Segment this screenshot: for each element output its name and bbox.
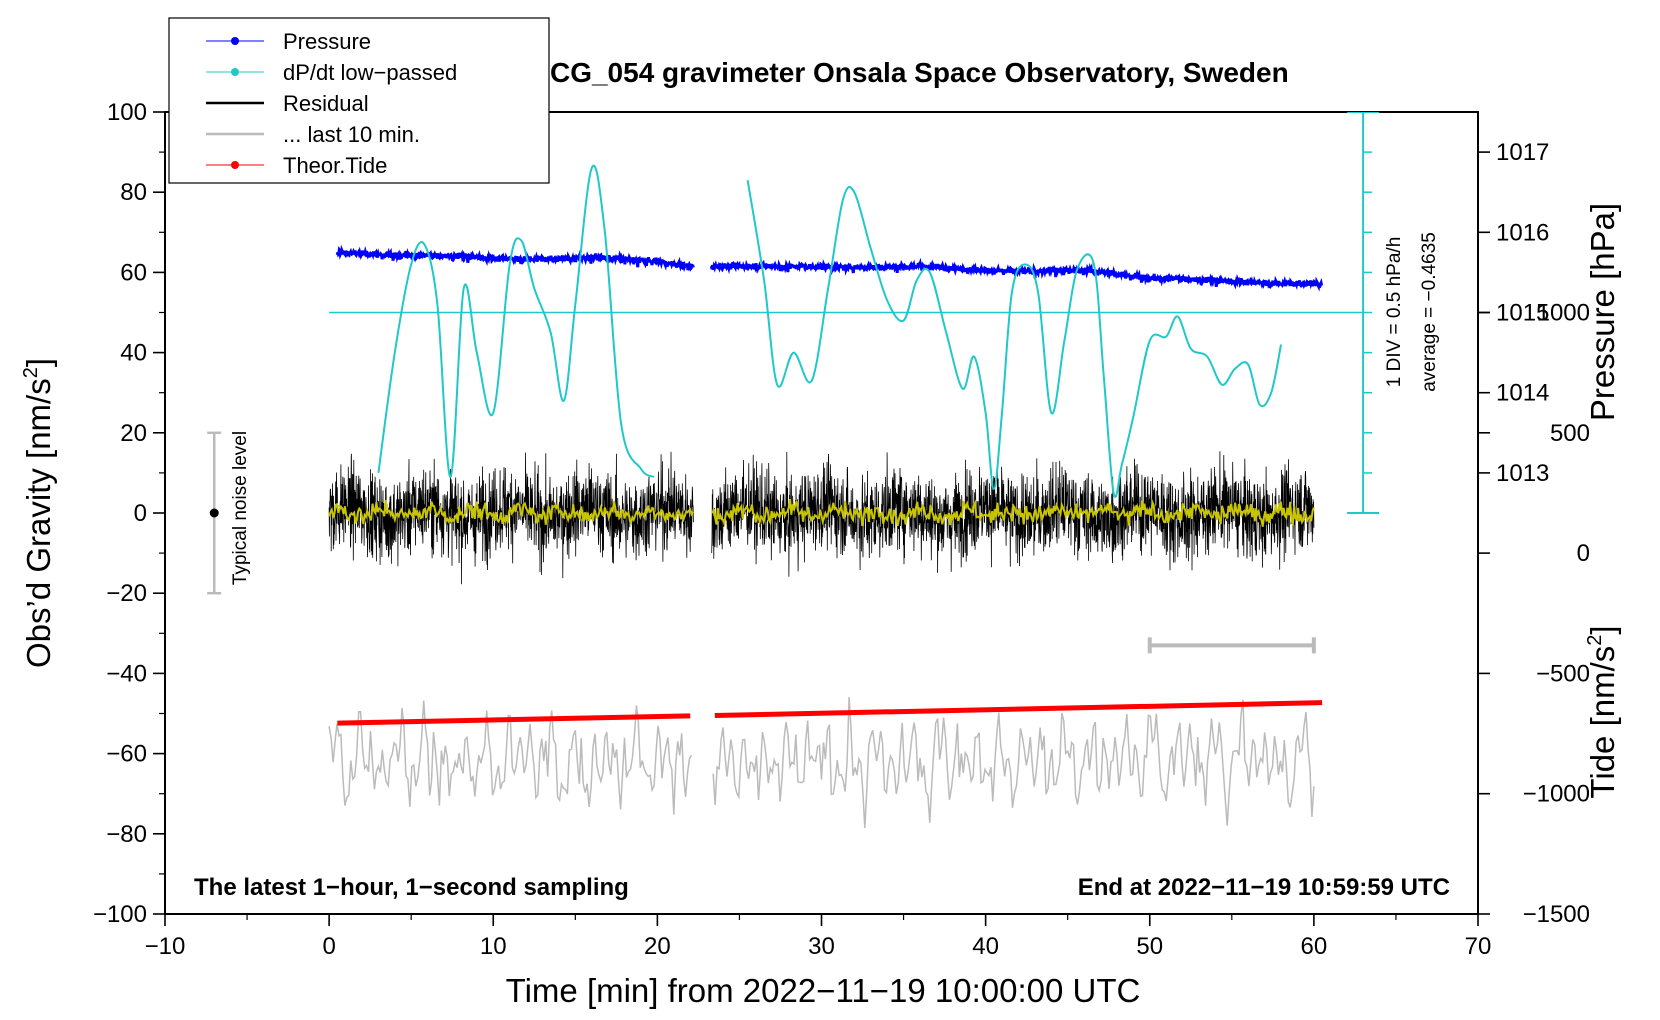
pressure-line <box>335 244 695 273</box>
footnote-right: End at 2022−11−19 10:59:59 UTC <box>1078 874 1450 901</box>
y-tick-label: 80 <box>120 179 147 206</box>
x-axis-title: Time [min] from 2022−11−19 10:00:00 UTC <box>506 972 1141 1009</box>
y-tick-label: 40 <box>120 340 147 367</box>
x-tick-label: 60 <box>1301 933 1328 960</box>
y-tick-label: 100 <box>107 99 147 126</box>
tide-tick-label: 1000 <box>1537 300 1590 327</box>
chart-title: SCG_054 gravimeter Onsala Space Observat… <box>531 57 1288 88</box>
pressure-tick-label: 1015 <box>1496 300 1549 327</box>
y-tick-label: −100 <box>93 901 147 928</box>
legend-label: dP/dt low−passed <box>283 60 457 85</box>
y-tick-label: 20 <box>120 420 147 447</box>
pressure-tick-label: 1017 <box>1496 139 1549 166</box>
pressure-tick-label: 1016 <box>1496 219 1549 246</box>
residual-smoothed-line <box>711 498 1315 528</box>
y-tick-label: 0 <box>134 500 147 527</box>
axis-tick-labels: −10 0 10 20 30 40 50 60 70100806040200−20−40−60−… <box>93 99 1590 960</box>
y-tick-label: 60 <box>120 259 147 286</box>
last10-line <box>712 696 1315 828</box>
x-tick-label: −10 <box>145 933 186 960</box>
legend-marker <box>231 161 239 169</box>
x-tick-label: 10 <box>480 933 507 960</box>
legend-label: ... last 10 min. <box>283 122 420 147</box>
residual-smoothed-line <box>328 500 694 525</box>
legend-item: dP/dt low−passed <box>206 60 457 85</box>
tide-line <box>337 713 691 726</box>
y-tick-label: −20 <box>106 580 147 607</box>
last10-range-bar <box>1147 637 1316 654</box>
tide-tick-label: 500 <box>1550 420 1590 447</box>
tide-tick-label: 0 <box>1577 540 1590 567</box>
tide-line <box>714 700 1323 719</box>
tide-tick-label: −500 <box>1536 660 1590 687</box>
legend-label: Theor.Tide <box>283 153 387 178</box>
noise-bar-center <box>209 508 219 518</box>
legend-marker <box>231 37 239 45</box>
legend-item: Residual <box>206 91 369 116</box>
legend-label: Residual <box>283 91 369 116</box>
tide-tick-label: −1500 <box>1523 901 1590 928</box>
x-tick-label: 40 <box>972 933 999 960</box>
legend-item: Theor.Tide <box>206 153 387 178</box>
last10-residual-series <box>328 696 1315 828</box>
legend-label: Pressure <box>283 29 371 54</box>
pressure-tick-label: 1014 <box>1496 380 1549 407</box>
x-tick-label: 0 <box>322 933 335 960</box>
pressure-tick-label: 1013 <box>1496 460 1549 487</box>
legend: Pressure dP/dt low−passed Residual ... last… <box>168 17 550 184</box>
y-axis-title-tide: Tide [nm/s2] <box>1584 625 1621 798</box>
residual-smoothed-series <box>328 498 1315 528</box>
dpdt-average-label: average = −0.4635 <box>1419 232 1440 392</box>
y-tick-label: −80 <box>106 821 147 848</box>
noise-level-label: Typical noise level <box>230 431 251 585</box>
dpdt-line <box>377 164 655 478</box>
footnote-left: The latest 1−hour, 1−second sampling <box>194 874 629 901</box>
y-tick-label: −40 <box>106 660 147 687</box>
legend-item: ... last 10 min. <box>206 122 420 147</box>
axis-ticks <box>153 111 1490 926</box>
dpdt-scale-axis <box>1347 112 1380 514</box>
x-tick-label: 50 <box>1136 933 1163 960</box>
last10-line <box>328 700 693 815</box>
dpdt-line <box>746 180 1282 498</box>
legend-item: Pressure <box>206 29 371 54</box>
y-axis-title-gravity: Obs’d Gravity [nm/s2] <box>20 358 57 668</box>
x-tick-label: 30 <box>808 933 835 960</box>
legend-box <box>168 17 550 184</box>
x-tick-label: 70 <box>1465 933 1492 960</box>
tide-tick-label: −1000 <box>1523 781 1590 808</box>
dpdt-series <box>377 164 1282 498</box>
noise-level-bar <box>207 431 222 595</box>
dpdt-scale-label: 1 DIV = 0.5 hPa/h <box>1384 237 1405 388</box>
legend-marker <box>231 68 239 76</box>
y-axis-title-pressure: Pressure [hPa] <box>1584 203 1621 421</box>
x-tick-label: 20 <box>644 933 671 960</box>
residual-line <box>328 451 694 585</box>
y-tick-label: −60 <box>106 741 147 768</box>
theor-tide-series <box>337 700 1323 726</box>
